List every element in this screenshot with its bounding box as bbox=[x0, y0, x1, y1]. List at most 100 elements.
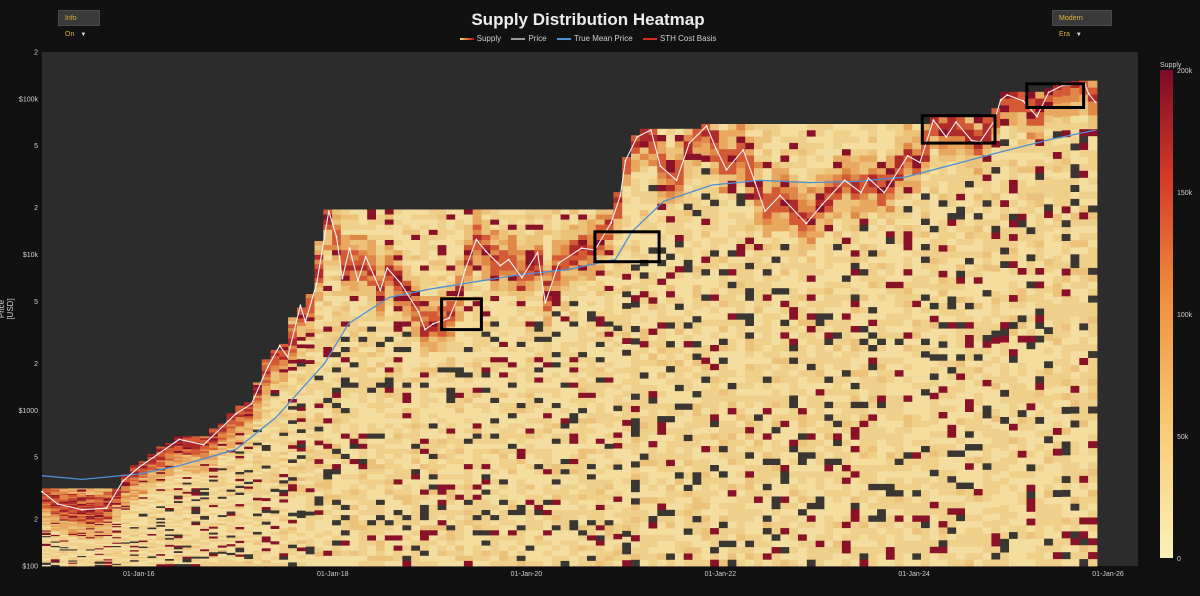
heat-cell bbox=[182, 547, 192, 550]
heat-cell bbox=[323, 464, 333, 470]
heat-cell bbox=[376, 464, 386, 470]
heat-cell bbox=[402, 392, 412, 399]
heat-cell bbox=[50, 536, 61, 538]
heat-cell bbox=[332, 326, 342, 333]
heat-cell bbox=[613, 395, 623, 401]
heat-cell bbox=[191, 499, 201, 502]
heat-cell bbox=[253, 524, 263, 527]
heat-cell bbox=[578, 525, 588, 531]
heat-cell bbox=[551, 418, 562, 424]
heat-cell bbox=[173, 453, 184, 456]
heat-cell bbox=[551, 306, 562, 312]
heat-cell bbox=[525, 540, 535, 546]
heat-cell bbox=[367, 448, 377, 455]
heat-cell bbox=[253, 419, 263, 423]
heat-cell bbox=[490, 499, 500, 506]
heat-cell bbox=[507, 515, 518, 521]
heat-cell bbox=[534, 453, 544, 460]
heat-cell bbox=[569, 296, 579, 302]
heat-cell bbox=[604, 418, 614, 424]
heat-cell bbox=[129, 489, 140, 492]
era-select-button[interactable]: Modern Era ▼ bbox=[1052, 10, 1112, 38]
heat-cell bbox=[613, 266, 623, 273]
heat-cell bbox=[121, 504, 131, 507]
heat-cell bbox=[217, 561, 228, 565]
heat-cell bbox=[59, 515, 69, 517]
heat-cell bbox=[244, 502, 254, 506]
heat-cell bbox=[332, 291, 342, 297]
heat-cell bbox=[349, 270, 359, 277]
heat-cell bbox=[481, 392, 491, 399]
heat-cell bbox=[332, 448, 342, 455]
heat-cell bbox=[648, 541, 658, 548]
heat-cell bbox=[472, 418, 482, 424]
heat-cell bbox=[42, 529, 52, 531]
heat-cell bbox=[613, 256, 623, 262]
heat-cell bbox=[604, 494, 614, 501]
heat-cell bbox=[648, 266, 658, 273]
heat-cell bbox=[42, 553, 52, 556]
heat-cell bbox=[129, 564, 140, 567]
heat-cell bbox=[270, 498, 280, 502]
legend-item-price[interactable]: Price bbox=[511, 34, 547, 43]
heat-cell bbox=[631, 479, 641, 487]
heat-cell bbox=[569, 494, 579, 501]
legend-item-sth-cost-basis[interactable]: STH Cost Basis bbox=[642, 34, 716, 43]
heat-cell bbox=[270, 485, 280, 490]
heat-cell bbox=[604, 382, 614, 389]
heat-cell bbox=[349, 413, 359, 419]
heat-cell bbox=[507, 240, 518, 246]
heat-cell bbox=[490, 525, 500, 531]
heat-cell bbox=[94, 511, 104, 514]
heat-cell bbox=[288, 367, 298, 371]
heat-cell bbox=[68, 547, 78, 549]
heat-cell bbox=[340, 275, 351, 282]
heat-cell bbox=[516, 285, 526, 292]
heat-cell bbox=[613, 304, 623, 310]
heat-cell bbox=[235, 469, 245, 473]
heat-cell bbox=[648, 391, 658, 398]
heat-cell bbox=[314, 394, 324, 400]
heat-cell bbox=[534, 367, 544, 373]
heat-cell bbox=[622, 157, 632, 164]
heat-cell bbox=[165, 485, 175, 488]
heat-cell bbox=[349, 464, 359, 470]
heat-cell bbox=[604, 443, 614, 450]
heat-cell bbox=[209, 530, 219, 534]
heat-cell bbox=[173, 558, 184, 561]
heat-cell bbox=[393, 474, 403, 480]
heat-cell bbox=[121, 556, 131, 559]
heat-cell bbox=[560, 489, 570, 496]
heat-cell bbox=[358, 285, 368, 292]
heat-cell bbox=[569, 387, 579, 394]
heat-cell bbox=[595, 453, 606, 460]
heat-cell bbox=[595, 510, 606, 516]
heat-cell bbox=[569, 245, 579, 251]
legend-item-true-mean-price[interactable]: True Mean Price bbox=[556, 34, 633, 43]
heat-cell bbox=[490, 214, 500, 220]
heat-cell bbox=[235, 481, 245, 484]
legend-item-supply[interactable]: Supply bbox=[459, 34, 501, 43]
heat-cell bbox=[332, 560, 342, 567]
heat-cell bbox=[156, 489, 166, 492]
heat-cell bbox=[595, 275, 606, 282]
heat-cell bbox=[217, 539, 228, 542]
info-toggle-button[interactable]: Info On ▼ bbox=[58, 10, 100, 38]
heat-cell bbox=[446, 229, 456, 236]
heat-cell bbox=[622, 536, 632, 543]
heat-cell bbox=[393, 352, 403, 358]
heat-cell bbox=[94, 558, 104, 560]
heat-cell bbox=[349, 372, 359, 378]
heat-cell bbox=[481, 550, 491, 557]
heat-cell bbox=[86, 539, 96, 541]
heat-cell bbox=[156, 472, 166, 475]
heat-cell bbox=[59, 523, 69, 526]
heat-cell bbox=[420, 510, 430, 516]
heat-cell bbox=[543, 555, 553, 562]
heat-cell bbox=[560, 499, 570, 506]
heat-cell bbox=[77, 505, 87, 507]
heat-cell bbox=[314, 547, 324, 553]
heat-cell bbox=[314, 556, 324, 562]
heat-cell bbox=[138, 497, 148, 500]
heat-cell bbox=[138, 540, 148, 543]
